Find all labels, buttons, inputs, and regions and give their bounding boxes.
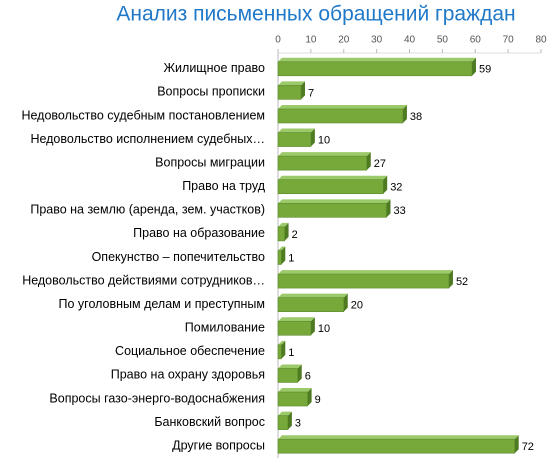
y-tick-label: Опекунство – попечительство [92, 250, 265, 264]
y-tick-label: Другие вопросы [172, 439, 265, 453]
value-label: 38 [410, 111, 422, 123]
bar [277, 344, 282, 360]
bar [277, 368, 299, 383]
value-label: 2 [292, 229, 298, 241]
value-label: 33 [393, 205, 405, 217]
y-tick-label: Вопросы миграции [155, 155, 265, 169]
value-label: 59 [479, 64, 491, 76]
bar [277, 297, 345, 312]
bar-depth [343, 293, 348, 312]
value-label: 32 [390, 182, 402, 194]
bar-depth [297, 364, 302, 383]
bar-top [278, 57, 476, 62]
bar [277, 61, 473, 77]
value-label: 20 [351, 300, 363, 312]
x-tick-label: 10 [305, 35, 317, 46]
bar-depth [448, 270, 453, 289]
value-label: 72 [522, 441, 534, 453]
value-label: 6 [305, 370, 311, 382]
bar-top [278, 199, 391, 204]
bar-depth [281, 246, 286, 265]
bar-depth [307, 388, 312, 407]
y-tick-label: Право на образование [133, 226, 265, 240]
y-tick-label: По уголовным делам и преступным [59, 297, 266, 311]
bar-depth [287, 411, 292, 430]
bar-depth [471, 57, 476, 76]
chart-title: Анализ письменных обращений граждан [116, 3, 515, 26]
x-tick-label: 70 [503, 35, 515, 46]
bar [277, 226, 285, 242]
bar-top [278, 128, 315, 133]
y-tick-label: Недовольство исполнением судебных… [30, 132, 265, 146]
bar-top [278, 104, 407, 109]
bar-depth [383, 175, 388, 194]
x-tick-label: 50 [437, 35, 449, 46]
bar-depth [281, 340, 286, 359]
x-tick-label: 20 [338, 35, 350, 46]
x-tick-label: 40 [404, 35, 416, 46]
bar-top [278, 388, 312, 393]
bar [277, 85, 302, 100]
bar-top [278, 293, 348, 298]
value-label: 10 [318, 134, 330, 146]
bar-top [278, 222, 289, 227]
bar-depth [402, 104, 407, 123]
value-label: 1 [288, 252, 294, 264]
bar-top [278, 317, 315, 322]
y-tick-label: Социальное обеспечение [115, 344, 265, 358]
bar [277, 391, 308, 407]
bar-depth [366, 152, 371, 171]
x-tick-label: 30 [371, 35, 383, 46]
bar [277, 108, 404, 124]
value-label: 7 [308, 87, 314, 99]
y-tick-label: Помилование [185, 321, 265, 335]
bar [277, 155, 368, 171]
bar [277, 320, 312, 336]
bar [277, 179, 384, 195]
value-label: 3 [295, 418, 301, 430]
x-tick-label: 80 [535, 35, 547, 46]
value-label: 1 [288, 347, 294, 359]
bar-top [278, 246, 286, 251]
value-label: 52 [456, 276, 468, 288]
bar [277, 438, 515, 454]
y-tick-label: Жилищное право [164, 61, 266, 75]
y-tick-label: Вопросы газо-энерго-водоснабжения [49, 391, 265, 405]
bar-top [278, 340, 286, 345]
x-tick-label: 60 [470, 35, 482, 46]
bar-depth [514, 435, 519, 454]
x-tick-label: 0 [275, 35, 281, 46]
y-tick-label: Банковский вопрос [154, 415, 265, 429]
y-tick-label: Право на труд [182, 179, 266, 193]
y-tick-label: Право на охрану здоровья [111, 368, 265, 382]
bar [277, 203, 387, 218]
bar-top [278, 435, 519, 440]
bar-depth [310, 317, 315, 336]
bar-depth [301, 81, 306, 100]
bar-top [278, 364, 302, 369]
value-label: 10 [318, 323, 330, 335]
y-tick-label: Вопросы прописки [157, 85, 265, 99]
y-tick-label: Недовольство судебным постановлением [21, 108, 265, 122]
bar-top [278, 411, 292, 416]
bar-depth [310, 128, 315, 147]
y-tick-label: Недовольство действиями сотрудников… [22, 273, 265, 287]
bar [277, 250, 282, 265]
bar [277, 132, 312, 147]
bar-depth [284, 222, 289, 241]
bar-top [278, 270, 453, 275]
bar [277, 273, 450, 289]
y-tick-label: Право на землю (аренда, зем. участков) [30, 203, 265, 217]
bar-top [278, 81, 306, 86]
bar-depth [386, 199, 391, 218]
bar [277, 415, 289, 430]
value-label: 27 [374, 158, 386, 170]
value-label: 9 [315, 394, 321, 406]
bar-top [278, 152, 371, 157]
bar-top [278, 175, 388, 180]
